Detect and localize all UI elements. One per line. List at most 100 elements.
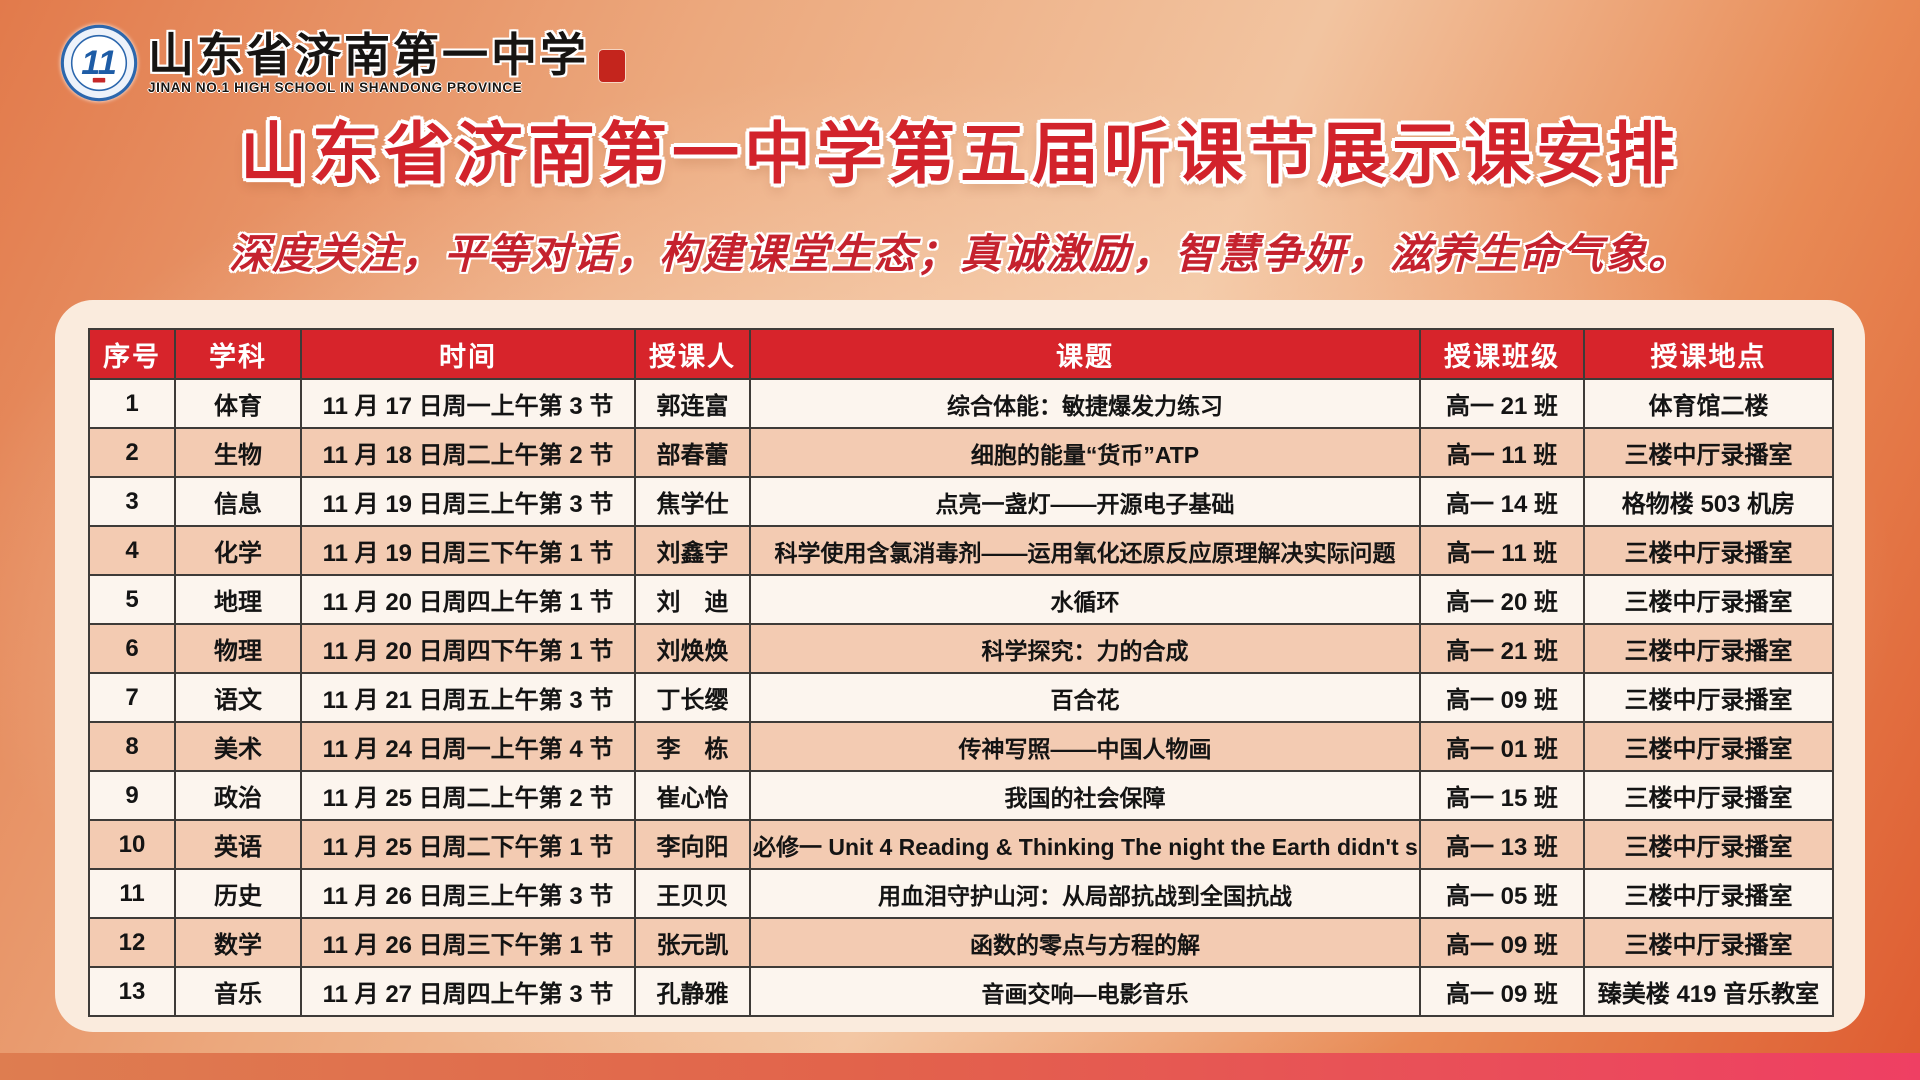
cell-teacher: 焦学仕	[634, 476, 751, 527]
cell-subject: 信息	[174, 476, 302, 527]
cell-index: 7	[88, 672, 176, 723]
cell-subject: 英语	[174, 819, 302, 870]
cell-class: 高一 05 班	[1419, 868, 1585, 919]
cell-index: 13	[88, 966, 176, 1017]
cell-class: 高一 13 班	[1419, 819, 1585, 870]
cell-subject: 音乐	[174, 966, 302, 1017]
cell-location: 体育馆二楼	[1583, 378, 1834, 429]
school-name-en: JINAN NO.1 HIGH SCHOOL IN SHANDONG PROVI…	[148, 80, 523, 96]
table-row: 13 音乐 11 月 27 日周四上午第 3 节 孔静雅 音画交响—电影音乐 高…	[88, 966, 1834, 1017]
cell-teacher: 李向阳	[634, 819, 751, 870]
cell-time: 11 月 19 日周三上午第 3 节	[300, 476, 636, 527]
cell-index: 3	[88, 476, 176, 527]
cell-location: 三楼中厅录播室	[1583, 672, 1834, 723]
cell-class: 高一 09 班	[1419, 966, 1585, 1017]
page-subtitle: 深度关注，平等对话，构建课堂生态；真诚激励，智慧争妍，滋养生命气象。	[229, 231, 1691, 277]
cell-time: 11 月 21 日周五上午第 3 节	[300, 672, 636, 723]
cell-time: 11 月 25 日周二下午第 1 节	[300, 819, 636, 870]
page-title: 山东省济南第一中学第五届听课节展示课安排	[240, 117, 1680, 192]
schedule-table: 序号 学科 时间 授课人 课题 授课班级 授课地点 1 体育 11 月 17 日…	[88, 328, 1834, 1017]
cell-topic: 传神写照——中国人物画	[749, 721, 1421, 772]
cell-topic: 点亮一盏灯——开源电子基础	[749, 476, 1421, 527]
cell-teacher: 郭连富	[634, 378, 751, 429]
cell-location: 三楼中厅录播室	[1583, 427, 1834, 478]
cell-index: 2	[88, 427, 176, 478]
cell-class: 高一 14 班	[1419, 476, 1585, 527]
cell-time: 11 月 20 日周四下午第 1 节	[300, 623, 636, 674]
cell-teacher: 刘 迪	[634, 574, 751, 625]
cell-location: 三楼中厅录播室	[1583, 917, 1834, 968]
cell-index: 1	[88, 378, 176, 429]
cell-class: 高一 11 班	[1419, 525, 1585, 576]
cell-index: 5	[88, 574, 176, 625]
cell-teacher: 王贝贝	[634, 868, 751, 919]
cell-class: 高一 21 班	[1419, 378, 1585, 429]
cell-class: 高一 01 班	[1419, 721, 1585, 772]
cell-time: 11 月 25 日周二上午第 2 节	[300, 770, 636, 821]
cell-index: 4	[88, 525, 176, 576]
column-header-topic: 课题	[749, 328, 1421, 380]
cell-topic: 音画交响—电影音乐	[749, 966, 1421, 1017]
table-row: 1 体育 11 月 17 日周一上午第 3 节 郭连富 综合体能：敏捷爆发力练习…	[88, 378, 1834, 429]
table-row: 12 数学 11 月 26 日周三下午第 1 节 张元凯 函数的零点与方程的解 …	[88, 917, 1834, 968]
cell-subject: 政治	[174, 770, 302, 821]
cell-teacher: 张元凯	[634, 917, 751, 968]
cell-subject: 体育	[174, 378, 302, 429]
schedule-table-body: 1 体育 11 月 17 日周一上午第 3 节 郭连富 综合体能：敏捷爆发力练习…	[88, 378, 1834, 1017]
bottom-strip	[0, 1053, 1920, 1080]
school-logo: 11 山东省济南第一中学 JINAN NO.1 HIGH SCHOOL IN S…	[60, 24, 625, 102]
table-row: 9 政治 11 月 25 日周二上午第 2 节 崔心怡 我国的社会保障 高一 1…	[88, 770, 1834, 821]
cell-class: 高一 09 班	[1419, 672, 1585, 723]
cell-teacher: 李 栋	[634, 721, 751, 772]
table-row: 2 生物 11 月 18 日周二上午第 2 节 部春蕾 细胞的能量“货币”ATP…	[88, 427, 1834, 478]
table-row: 4 化学 11 月 19 日周三下午第 1 节 刘鑫宇 科学使用含氯消毒剂——运…	[88, 525, 1834, 576]
cell-teacher: 丁长缨	[634, 672, 751, 723]
cell-index: 12	[88, 917, 176, 968]
cell-class: 高一 15 班	[1419, 770, 1585, 821]
cell-subject: 生物	[174, 427, 302, 478]
cell-subject: 化学	[174, 525, 302, 576]
cell-subject: 地理	[174, 574, 302, 625]
cell-location: 三楼中厅录播室	[1583, 525, 1834, 576]
table-row: 8 美术 11 月 24 日周一上午第 4 节 李 栋 传神写照——中国人物画 …	[88, 721, 1834, 772]
column-header-subject: 学科	[174, 328, 302, 380]
cell-time: 11 月 26 日周三上午第 3 节	[300, 868, 636, 919]
cell-topic: 用血泪守护山河：从局部抗战到全国抗战	[749, 868, 1421, 919]
column-header-teacher: 授课人	[634, 328, 751, 380]
cell-index: 11	[88, 868, 176, 919]
school-emblem-icon: 11	[60, 24, 138, 102]
table-row: 7 语文 11 月 21 日周五上午第 3 节 丁长缨 百合花 高一 09 班 …	[88, 672, 1834, 723]
cell-time: 11 月 17 日周一上午第 3 节	[300, 378, 636, 429]
cell-index: 6	[88, 623, 176, 674]
cell-teacher: 孔静雅	[634, 966, 751, 1017]
cell-index: 10	[88, 819, 176, 870]
cell-topic: 科学使用含氯消毒剂——运用氧化还原反应原理解决实际问题	[749, 525, 1421, 576]
cell-topic: 科学探究：力的合成	[749, 623, 1421, 674]
school-name-block: 山东省济南第一中学 JINAN NO.1 HIGH SCHOOL IN SHAN…	[148, 28, 589, 96]
cell-subject: 物理	[174, 623, 302, 674]
cell-location: 格物楼 503 机房	[1583, 476, 1834, 527]
signature-seal-icon	[599, 50, 625, 82]
cell-location: 三楼中厅录播室	[1583, 574, 1834, 625]
cell-subject: 历史	[174, 868, 302, 919]
cell-time: 11 月 19 日周三下午第 1 节	[300, 525, 636, 576]
cell-time: 11 月 18 日周二上午第 2 节	[300, 427, 636, 478]
table-header-row: 序号 学科 时间 授课人 课题 授课班级 授课地点	[88, 328, 1834, 380]
cell-teacher: 刘鑫宇	[634, 525, 751, 576]
cell-topic: 必修一 Unit 4 Reading & Thinking The night …	[749, 819, 1421, 870]
cell-time: 11 月 20 日周四上午第 1 节	[300, 574, 636, 625]
cell-subject: 数学	[174, 917, 302, 968]
column-header-time: 时间	[300, 328, 636, 380]
cell-location: 三楼中厅录播室	[1583, 819, 1834, 870]
cell-location: 三楼中厅录播室	[1583, 721, 1834, 772]
emblem-number: 11	[81, 44, 117, 82]
school-name-cn: 山东省济南第一中学	[148, 28, 589, 81]
cell-location: 三楼中厅录播室	[1583, 770, 1834, 821]
cell-time: 11 月 24 日周一上午第 4 节	[300, 721, 636, 772]
cell-topic: 水循环	[749, 574, 1421, 625]
cell-class: 高一 21 班	[1419, 623, 1585, 674]
cell-class: 高一 09 班	[1419, 917, 1585, 968]
cell-location: 三楼中厅录播室	[1583, 868, 1834, 919]
table-row: 11 历史 11 月 26 日周三上午第 3 节 王贝贝 用血泪守护山河：从局部…	[88, 868, 1834, 919]
